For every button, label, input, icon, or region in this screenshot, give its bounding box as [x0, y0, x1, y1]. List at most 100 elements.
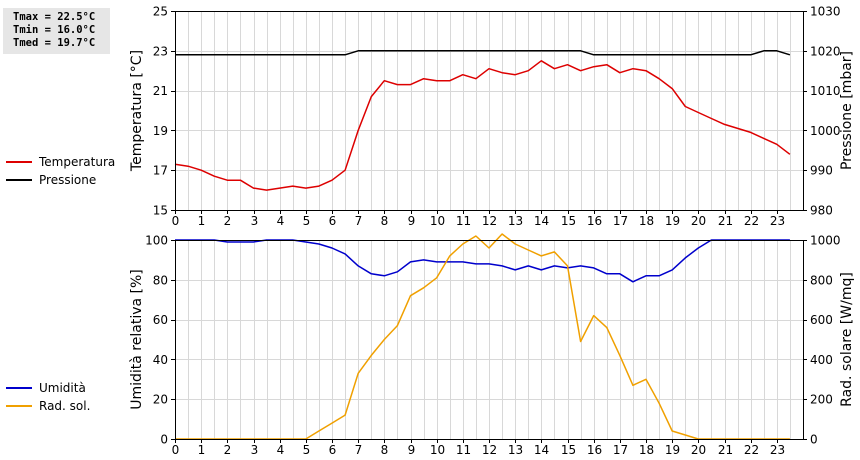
tmin-text: Tmin = 16.0°C — [13, 24, 96, 36]
legend-swatch-umidita — [6, 387, 32, 389]
y2-tick-label: 1020 — [810, 44, 841, 58]
x-tick-label: 15 — [561, 443, 576, 457]
x-tick-label: 5 — [303, 443, 311, 457]
x-tick-label: 21 — [718, 443, 733, 457]
x-tick-label: 11 — [456, 214, 471, 228]
legend-item-rad-sol: Rad. sol. — [6, 397, 90, 415]
x-tick-label: 17 — [613, 214, 628, 228]
x-tick-label: 17 — [613, 443, 628, 457]
y-tick-label: 100 — [145, 234, 168, 248]
x-tick-label: 12 — [482, 443, 497, 457]
y-axis-label-bottom: Umidità relativa [%] — [129, 269, 145, 410]
legend-swatch-pressione — [6, 179, 32, 181]
y2-tick-label: 1030 — [810, 5, 841, 19]
y-tick-label: 0 — [160, 433, 168, 447]
x-tick-label: 14 — [534, 443, 549, 457]
legend-label-temperatura: Temperatura — [39, 155, 116, 169]
y2-tick-label: 1010 — [810, 84, 841, 98]
x-tick-label: 7 — [355, 443, 363, 457]
x-tick-label: 3 — [251, 443, 259, 457]
y-axis-label-top: Temperatura [°C] — [129, 50, 145, 172]
x-tick-label: 22 — [744, 214, 759, 228]
x-tick-label: 7 — [355, 214, 363, 228]
x-tick-label: 13 — [508, 443, 523, 457]
x-tick-label: 20 — [691, 214, 706, 228]
x-tick-label: 14 — [534, 214, 549, 228]
series-line-temperatura — [174, 60, 791, 191]
x-tick-label: 23 — [770, 443, 785, 457]
legend-label-pressione: Pressione — [39, 173, 97, 187]
x-tick-label: 8 — [381, 214, 389, 228]
x-tick-label: 0 — [172, 443, 180, 457]
x-tick-label: 11 — [456, 443, 471, 457]
y-tick-label: 25 — [153, 5, 168, 19]
stats-box: Tmax = 22.5°C Tmin = 16.0°C Tmed = 19.7°… — [3, 8, 110, 54]
x-tick-label: 9 — [408, 214, 416, 228]
x-tick-label: 3 — [251, 214, 259, 228]
x-tick-label: 1 — [198, 214, 206, 228]
y2-tick-label: 990 — [810, 164, 833, 178]
y-tick-label: 15 — [153, 204, 168, 218]
legend-swatch-rad-sol — [6, 405, 32, 407]
chart-top: 0 1 2 3 4 5 6 7 8 9 10 11 12 13 14 15 16 17 18 19 20 21 22 2315… — [129, 5, 855, 229]
y2-axis-label-top: Pressione [mbar] — [839, 51, 855, 170]
tmax-text: Tmax = 22.5°C — [13, 11, 96, 23]
x-tick-label: 16 — [587, 214, 602, 228]
legend-item-umidita: Umidità — [6, 379, 90, 397]
y2-axis-label-bottom: Rad. solare [W/mq] — [839, 272, 855, 407]
tmed-text: Tmed = 19.7°C — [13, 37, 96, 49]
x-tick-label: 5 — [303, 214, 311, 228]
y2-tick-label: 800 — [810, 273, 833, 287]
legend-bottom: Umidità Rad. sol. — [6, 379, 90, 415]
x-tick-label: 6 — [329, 214, 337, 228]
x-tick-label: 19 — [665, 214, 680, 228]
x-tick-label: 18 — [639, 443, 654, 457]
x-tick-label: 10 — [430, 443, 445, 457]
x-tick-label: 19 — [665, 443, 680, 457]
y2-tick-label: 1000 — [810, 234, 841, 248]
x-tick-label: 6 — [329, 443, 337, 457]
y-tick-label: 19 — [153, 124, 168, 138]
legend-item-temperatura: Temperatura — [6, 153, 115, 171]
y-tick-label: 20 — [153, 393, 168, 407]
y2-tick-label: 1000 — [810, 124, 841, 138]
series-line-rad-sol — [175, 233, 790, 440]
series-line-pressione — [175, 50, 791, 56]
grid-bottom — [175, 240, 803, 440]
x-tick-label: 10 — [430, 214, 445, 228]
x-tick-label: 8 — [381, 443, 389, 457]
x-tick-label: 15 — [561, 214, 576, 228]
x-tick-label: 4 — [277, 443, 285, 457]
x-tick-label: 22 — [744, 443, 759, 457]
y2-tick-label: 400 — [810, 353, 833, 367]
y2-tick-label: 200 — [810, 393, 833, 407]
x-tick-label: 2 — [224, 443, 232, 457]
grid-top — [175, 11, 803, 211]
x-tick-label: 1 — [198, 443, 206, 457]
y2-tick-label: 0 — [810, 433, 818, 447]
y2-tick-label: 980 — [810, 204, 833, 218]
x-tick-label: 18 — [639, 214, 654, 228]
x-tick-label: 12 — [482, 214, 497, 228]
legend-label-rad-sol: Rad. sol. — [39, 399, 91, 413]
chart-bottom: 0 1 2 3 4 5 6 7 8 9 10 11 12 13 14 15 16 17 18 19 20 21 22 2302… — [129, 233, 855, 457]
legend-swatch-temperatura — [6, 161, 32, 163]
y-tick-label: 21 — [153, 84, 168, 98]
x-tick-label: 9 — [408, 443, 416, 457]
x-tick-label: 16 — [587, 443, 602, 457]
x-tick-label: 23 — [770, 214, 785, 228]
y-tick-label: 80 — [153, 273, 168, 287]
y-tick-label: 60 — [153, 313, 168, 327]
y-tick-label: 40 — [153, 353, 168, 367]
legend-item-pressione: Pressione — [6, 171, 115, 189]
y-tick-label: 17 — [153, 164, 168, 178]
x-tick-label: 2 — [224, 214, 232, 228]
x-tick-label: 21 — [718, 214, 733, 228]
x-tick-label: 0 — [172, 214, 180, 228]
x-tick-label: 20 — [691, 443, 706, 457]
legend-label-umidita: Umidità — [39, 381, 86, 395]
x-tick-label: 13 — [508, 214, 523, 228]
x-tick-label: 4 — [277, 214, 285, 228]
y-tick-label: 23 — [153, 44, 168, 58]
